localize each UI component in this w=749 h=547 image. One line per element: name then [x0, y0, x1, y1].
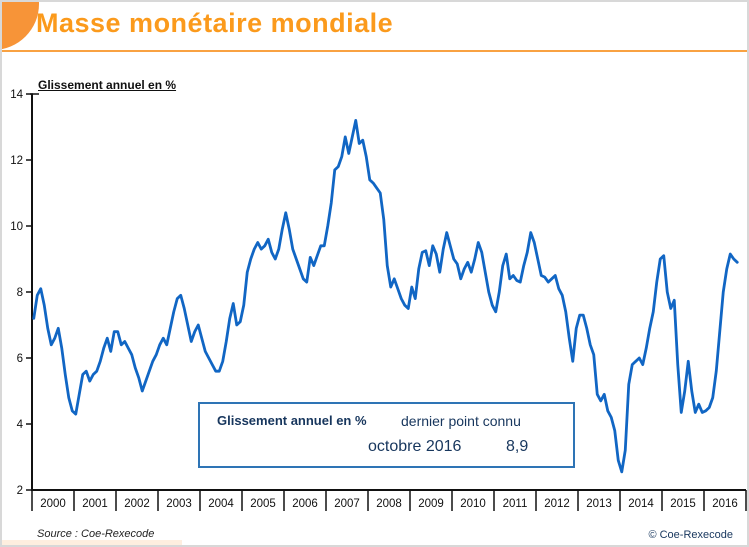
footer-ornament: [2, 540, 182, 545]
header-divider: [2, 50, 747, 52]
svg-text:2010: 2010: [460, 498, 486, 510]
svg-text:2003: 2003: [166, 498, 192, 510]
svg-text:2013: 2013: [586, 498, 612, 510]
svg-text:2008: 2008: [376, 498, 402, 510]
svg-text:2004: 2004: [208, 498, 234, 510]
svg-text:2001: 2001: [82, 498, 108, 510]
legend-box: Glissement annuel en % dernier point con…: [198, 402, 575, 468]
last-point-date: octobre 2016: [368, 438, 462, 455]
last-point-value: 8,9: [506, 438, 529, 455]
svg-text:4: 4: [17, 419, 24, 431]
legend-note: dernier point connu: [401, 413, 521, 429]
svg-text:2014: 2014: [628, 498, 654, 510]
page-title: Masse monétaire mondiale: [36, 8, 394, 38]
svg-text:2007: 2007: [334, 498, 360, 510]
legend-series-label: Glissement annuel en %: [217, 413, 367, 428]
svg-text:2015: 2015: [670, 498, 696, 510]
svg-text:2009: 2009: [418, 498, 444, 510]
svg-text:2006: 2006: [292, 498, 318, 510]
svg-text:2: 2: [17, 485, 23, 497]
y-axis-title: Glissement annuel en %: [38, 78, 177, 92]
svg-text:2002: 2002: [124, 498, 150, 510]
svg-text:6: 6: [17, 353, 23, 365]
svg-text:10: 10: [10, 221, 23, 233]
svg-text:8: 8: [17, 287, 23, 299]
svg-text:2000: 2000: [40, 498, 66, 510]
svg-text:12: 12: [10, 155, 23, 167]
svg-text:2005: 2005: [250, 498, 276, 510]
source-note: Source : Coe-Rexecode: [37, 528, 155, 540]
svg-text:14: 14: [10, 89, 23, 101]
svg-text:2012: 2012: [544, 498, 570, 510]
copyright-note: © Coe-Rexecode: [648, 529, 733, 541]
svg-text:2011: 2011: [503, 498, 528, 510]
svg-text:2016: 2016: [712, 498, 738, 510]
